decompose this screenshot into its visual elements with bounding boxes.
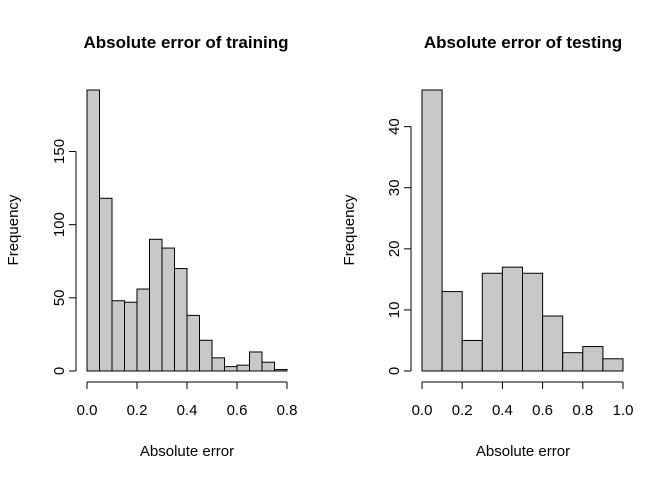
- histogram-bar: [86, 89, 100, 372]
- y-tick-label: 10: [386, 302, 403, 319]
- histogram-bar: [199, 339, 213, 372]
- y-axis-label: Frequency: [341, 194, 358, 265]
- chart-title: Absolute error of training: [84, 33, 289, 52]
- y-tick-label: 40: [386, 118, 403, 135]
- x-tick-label: 0.2: [127, 402, 148, 419]
- histogram-bar: [542, 315, 564, 372]
- histogram-bar: [99, 197, 113, 372]
- histogram-bar: [441, 291, 463, 372]
- testing-histogram-panel: Absolute error of testing Absolute error…: [341, 33, 633, 460]
- histogram-bar: [274, 369, 288, 372]
- y-tick-label: 20: [386, 240, 403, 257]
- x-axis-label: Absolute error: [140, 443, 234, 460]
- histogram-bar: [236, 364, 250, 372]
- histogram-bar: [481, 272, 503, 372]
- x-tick-label: 0.2: [452, 402, 473, 419]
- x-tick-label: 0.6: [227, 402, 248, 419]
- histogram-bar: [421, 89, 443, 372]
- x-tick-label: 0.6: [532, 402, 553, 419]
- chart-title: Absolute error of testing: [424, 33, 622, 52]
- bars: [86, 89, 288, 372]
- x-axis: 0.0 0.2 0.4 0.6 0.8 1.0: [412, 381, 634, 419]
- y-tick-label: 100: [51, 212, 68, 237]
- histogram-bar: [461, 339, 483, 372]
- y-tick-label: 30: [386, 179, 403, 196]
- y-tick-label: 150: [51, 139, 68, 164]
- histogram-bar: [261, 361, 275, 372]
- y-tick-label: 0: [51, 367, 68, 375]
- histogram-bar: [501, 266, 523, 372]
- x-tick-label: 0.4: [177, 402, 198, 419]
- x-tick-label: 0.0: [412, 402, 433, 419]
- histogram-bar: [149, 238, 163, 372]
- histogram-bar: [562, 352, 584, 372]
- x-tick-label: 1.0: [613, 402, 634, 419]
- histogram-bar: [249, 351, 263, 372]
- bars: [421, 89, 624, 372]
- histogram-bar: [136, 288, 150, 372]
- y-tick-label: 0: [386, 367, 403, 375]
- y-axis: 0 10 20 30 40: [386, 118, 412, 375]
- x-tick-label: 0.8: [572, 402, 593, 419]
- x-axis-label: Absolute error: [476, 443, 570, 460]
- histogram-bar: [224, 366, 238, 372]
- histogram-bar: [602, 358, 624, 372]
- histogram-bar: [124, 301, 138, 372]
- histogram-bar: [522, 272, 544, 372]
- histogram-bar: [161, 247, 175, 372]
- x-axis: 0.0 0.2 0.4 0.6 0.8: [77, 381, 298, 419]
- histogram-bar: [211, 357, 225, 372]
- x-tick-label: 0.0: [77, 402, 98, 419]
- histogram-bar: [111, 300, 125, 372]
- x-tick-label: 0.8: [277, 402, 298, 419]
- histogram-bar: [174, 268, 188, 372]
- y-axis-label: Frequency: [5, 194, 22, 265]
- training-histogram-panel: Absolute error of training Absolute erro…: [5, 33, 297, 460]
- x-tick-label: 0.4: [492, 402, 513, 419]
- y-axis: 0 50 100 150: [51, 139, 77, 375]
- histogram-bar: [582, 346, 604, 372]
- y-tick-label: 50: [51, 289, 68, 306]
- histogram-bar: [186, 314, 200, 372]
